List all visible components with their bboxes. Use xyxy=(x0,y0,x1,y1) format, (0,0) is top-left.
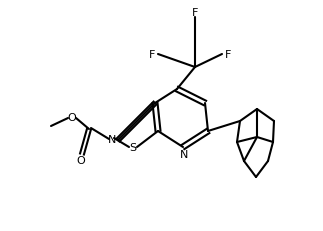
Text: O: O xyxy=(68,112,76,122)
Text: F: F xyxy=(192,8,198,18)
Text: F: F xyxy=(149,50,155,60)
Text: F: F xyxy=(225,50,231,60)
Text: N: N xyxy=(108,134,116,144)
Text: O: O xyxy=(77,155,85,165)
Text: N: N xyxy=(180,149,188,159)
Text: S: S xyxy=(130,142,137,152)
